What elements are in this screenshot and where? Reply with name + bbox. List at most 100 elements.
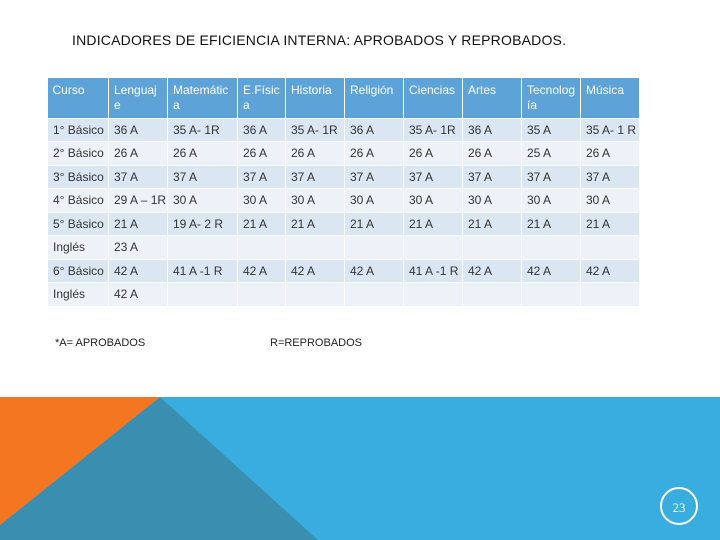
row-label: 4° Básico <box>47 188 109 213</box>
cell: 21 A <box>108 211 168 236</box>
table-row: Inglés 23 A <box>47 235 640 260</box>
cell: 41 A -1 R <box>167 258 238 283</box>
cell: 37 A <box>167 164 238 189</box>
row-label: Inglés <box>47 235 109 260</box>
cell: 26 A <box>108 141 168 166</box>
cell: 26 A <box>580 141 640 166</box>
header-row: Curso Lenguaje Matemática E.Física Historia R… <box>47 78 640 118</box>
cell: 37 A <box>521 164 581 189</box>
cell: 37 A <box>285 164 345 189</box>
empty-cell <box>167 282 238 307</box>
teal-triangle <box>0 397 318 540</box>
header-cell: Música <box>580 78 640 118</box>
cell: 37 A <box>580 164 640 189</box>
cell: 29 A – 1R <box>108 188 168 213</box>
cell: 42 A <box>108 282 168 307</box>
cell: 21 A <box>403 211 463 236</box>
cell: 36 A <box>108 117 168 142</box>
empty-cell <box>344 282 404 307</box>
empty-cell <box>237 235 286 260</box>
table-row: 6° Básico 42 A 41 A -1 R 42 A 42 A 42 A 41 A -… <box>47 258 640 283</box>
cell: 36 A <box>344 117 404 142</box>
cell: 37 A <box>108 164 168 189</box>
empty-cell <box>237 282 286 307</box>
row-label: 2° Básico <box>47 141 109 166</box>
cell: 35 A <box>521 117 581 142</box>
orange-triangle <box>0 397 160 525</box>
cell: 30 A <box>167 188 238 213</box>
cell: 30 A <box>285 188 345 213</box>
cell: 37 A <box>344 164 404 189</box>
empty-cell <box>344 235 404 260</box>
empty-cell <box>521 282 581 307</box>
cell: 26 A <box>403 141 463 166</box>
cell: 23 A <box>108 235 168 260</box>
cell: 30 A <box>462 188 522 213</box>
empty-cell <box>462 282 522 307</box>
header-cell: Historia <box>285 78 345 118</box>
table-body: 1° Básico 36 A 35 A- 1R 36 A 35 A- 1R 36 A 35 … <box>47 117 640 307</box>
cell: 36 A <box>462 117 522 142</box>
table-row: 2° Básico 26 A 26 A 26 A 26 A 26 A 26 A 26 A 25 … <box>47 141 640 166</box>
footer-band <box>0 397 720 540</box>
empty-cell <box>580 235 640 260</box>
cell: 26 A <box>237 141 286 166</box>
cell: 26 A <box>285 141 345 166</box>
cell: 26 A <box>167 141 238 166</box>
cell: 42 A <box>108 258 168 283</box>
cell: 36 A <box>237 117 286 142</box>
cell: 42 A <box>237 258 286 283</box>
data-table: Curso Lenguaje Matemática E.Física Historia R… <box>47 78 640 307</box>
cell: 35 A- 1R <box>403 117 463 142</box>
cell: 42 A <box>344 258 404 283</box>
header-cell: Religión <box>344 78 404 118</box>
header-cell: Lenguaje <box>108 78 168 118</box>
note-approved: *A= APROBADOS <box>55 337 146 349</box>
table-row: 5° Básico 21 A 19 A- 2 R 21 A 21 A 21 A 21 A 21… <box>47 211 640 236</box>
header-cell: Tecnología <box>521 78 581 118</box>
cell: 21 A <box>237 211 286 236</box>
table-row: 3° Básico 37 A 37 A 37 A 37 A 37 A 37 A 37 A 37 … <box>47 164 640 189</box>
row-label: 5° Básico <box>47 211 109 236</box>
empty-cell <box>403 235 463 260</box>
table-head: Curso Lenguaje Matemática E.Física Historia R… <box>47 78 640 118</box>
note-failed: R=REPROBADOS <box>270 337 362 349</box>
cell: 35 A- 1R <box>285 117 345 142</box>
header-cell: Artes <box>462 78 522 118</box>
empty-cell <box>285 282 345 307</box>
cell: 21 A <box>580 211 640 236</box>
table-row: 4° Básico 29 A – 1R 30 A 30 A 30 A 30 A 30 A 30… <box>47 188 640 213</box>
row-label: 1° Básico <box>47 117 109 142</box>
empty-cell <box>403 282 463 307</box>
cell: 21 A <box>285 211 345 236</box>
header-cell: E.Física <box>237 78 286 118</box>
cell: 30 A <box>580 188 640 213</box>
cell: 42 A <box>580 258 640 283</box>
cell: 30 A <box>521 188 581 213</box>
empty-cell <box>462 235 522 260</box>
table-row: Inglés 42 A <box>47 282 640 307</box>
cell: 37 A <box>462 164 522 189</box>
cell: 26 A <box>344 141 404 166</box>
cell: 21 A <box>462 211 522 236</box>
row-label: Inglés <box>47 282 109 307</box>
cell: 25 A <box>521 141 581 166</box>
header-cell: Matemática <box>167 78 238 118</box>
cell: 30 A <box>403 188 463 213</box>
table-row: 1° Básico 36 A 35 A- 1R 36 A 35 A- 1R 36 A 35 … <box>47 117 640 142</box>
cell: 42 A <box>462 258 522 283</box>
empty-cell <box>285 235 345 260</box>
cell: 42 A <box>285 258 345 283</box>
empty-cell <box>580 282 640 307</box>
cell: 21 A <box>344 211 404 236</box>
cell: 26 A <box>462 141 522 166</box>
cell: 19 A- 2 R <box>167 211 238 236</box>
cell: 42 A <box>521 258 581 283</box>
cell: 30 A <box>344 188 404 213</box>
cell: 37 A <box>403 164 463 189</box>
empty-cell <box>521 235 581 260</box>
cell: 30 A <box>237 188 286 213</box>
slide-title: INDICADORES DE EFICIENCIA INTERNA: APROB… <box>72 32 567 48</box>
empty-cell <box>167 235 238 260</box>
